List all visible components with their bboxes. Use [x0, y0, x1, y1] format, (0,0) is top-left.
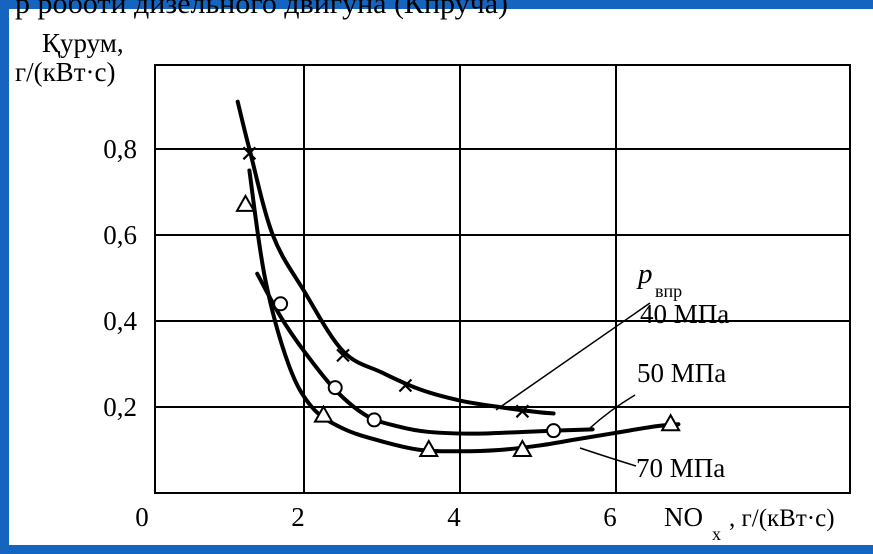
y-tick-label: 0,8: [103, 134, 137, 164]
data-point-circle: [273, 296, 289, 312]
x-tick-label: 2: [291, 502, 305, 532]
y-axis-label-line2: г/(кВт·с): [15, 57, 115, 87]
leader-lines: [495, 302, 651, 467]
legend-title-subscript: впр: [655, 281, 682, 301]
data-point-cross: [242, 146, 257, 161]
x-axis-label-unit: , г/(кВт·с): [729, 505, 835, 532]
data-point-triangle: [660, 413, 681, 432]
data-point-cross: [515, 404, 530, 419]
series-label-50mpa: 50 МПа: [637, 358, 726, 388]
data-point-triangle: [512, 438, 533, 457]
leader-line-50mpa: [589, 394, 636, 429]
data-point-triangle: [235, 193, 256, 212]
leader-line-40mpa: [495, 302, 651, 411]
series-layer: [235, 99, 681, 457]
leader-line-70mpa: [579, 447, 637, 467]
x-tick-labels: 0 2 4 6: [135, 502, 617, 532]
plot-area-frame: [154, 64, 851, 494]
data-point-circle: [327, 380, 343, 396]
x-axis-unit: г/(кВт·с): [742, 505, 835, 532]
x-tick-label: 0: [135, 502, 149, 532]
data-point-circle: [546, 423, 562, 439]
y-tick-label: 0,4: [103, 306, 137, 336]
x-tick-label: 6: [603, 502, 617, 532]
x-axis-label-main: NO: [664, 502, 703, 532]
data-point-triangle: [418, 438, 440, 457]
y-axis-label-line1: Қурум,: [42, 28, 124, 58]
x-tick-label: 4: [447, 502, 461, 532]
data-point-cross: [398, 378, 413, 393]
legend-title-p: p: [636, 258, 653, 290]
series-label-70mpa: 70 МПа: [636, 453, 725, 483]
data-point-cross: [336, 348, 350, 363]
x-axis-label-sub: x: [712, 524, 721, 544]
y-tick-label: 0,6: [103, 220, 137, 250]
data-point-triangle: [313, 404, 334, 423]
y-tick-label: 0,2: [103, 392, 137, 422]
caption-fragment: р роботи дизельного двигуна (Кпруча): [15, 0, 508, 20]
series-line-40mpa: [235, 99, 556, 416]
series-label-40mpa: 40 МПа: [640, 299, 729, 329]
data-point-circle: [366, 412, 382, 428]
y-tick-labels: 0,2 0,4 0,6 0,8: [103, 134, 137, 422]
series-line-50mpa: [255, 271, 595, 436]
